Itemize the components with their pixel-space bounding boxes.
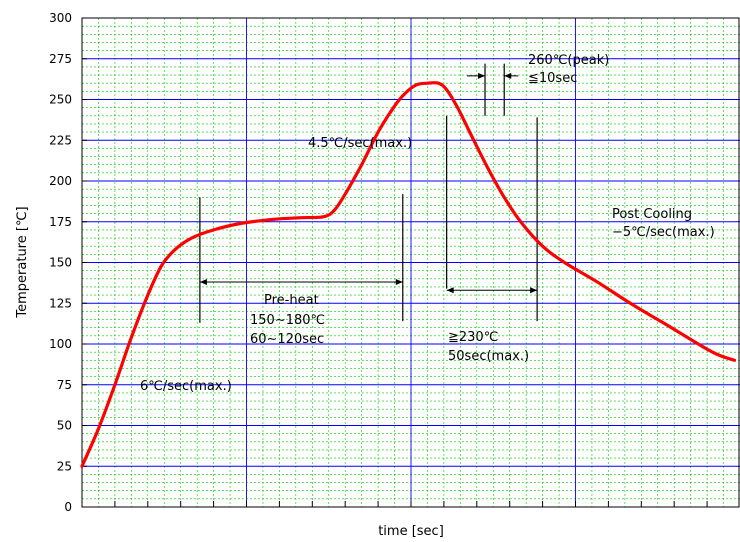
y-tick-label: 200 (49, 174, 72, 188)
preheat-temp-label: 150∼180℃ (250, 313, 325, 328)
y-tick-label: 275 (49, 52, 72, 66)
ramp-up-1-label: 6℃/sec(max.) (140, 379, 232, 394)
grid (82, 18, 740, 507)
peak-time-label: ≦10sec (528, 71, 577, 86)
interval-markers (199, 63, 538, 323)
y-tick-label: 175 (49, 215, 72, 229)
arrow-head (446, 287, 454, 294)
arrow-head (478, 72, 486, 79)
y-tick-label: 75 (57, 378, 72, 392)
arrow-head (199, 279, 207, 286)
y-tick-label: 125 (49, 296, 72, 310)
arrow-head (395, 279, 403, 286)
ramp-up-2-label: 4.5℃/sec(max.) (308, 136, 412, 151)
y-tick-label: 0 (64, 500, 72, 514)
y-tick-label: 225 (49, 133, 72, 147)
preheat-label: Pre-heat (264, 293, 319, 308)
y-tick-label: 50 (57, 419, 72, 433)
cooling-rate-label: −5℃/sec(max.) (612, 225, 715, 240)
y-tick-label: 150 (49, 256, 72, 270)
preheat-time-label: 60∼120sec (250, 332, 324, 347)
temperature-curve (80, 81, 737, 468)
x-axis-title: time [sec] (378, 524, 444, 539)
y-tick-label: 100 (49, 337, 72, 351)
arrow-head (504, 72, 512, 79)
peak-label: 260℃(peak) (528, 53, 609, 68)
y-axis-ticks: 0 25 50 75 100 125 150 175 200 225 250 275 300 (49, 11, 708, 514)
above-230-label: ≧230℃ (448, 330, 498, 345)
post-cooling-label: Post Cooling (612, 207, 692, 222)
y-tick-label: 250 (49, 93, 72, 107)
y-axis-title: Temperature [℃] (15, 206, 30, 318)
arrow-head (530, 287, 538, 294)
above-230-time-label: 50sec(max.) (448, 349, 529, 364)
y-tick-label: 25 (57, 459, 72, 473)
y-tick-label: 300 (49, 11, 72, 25)
